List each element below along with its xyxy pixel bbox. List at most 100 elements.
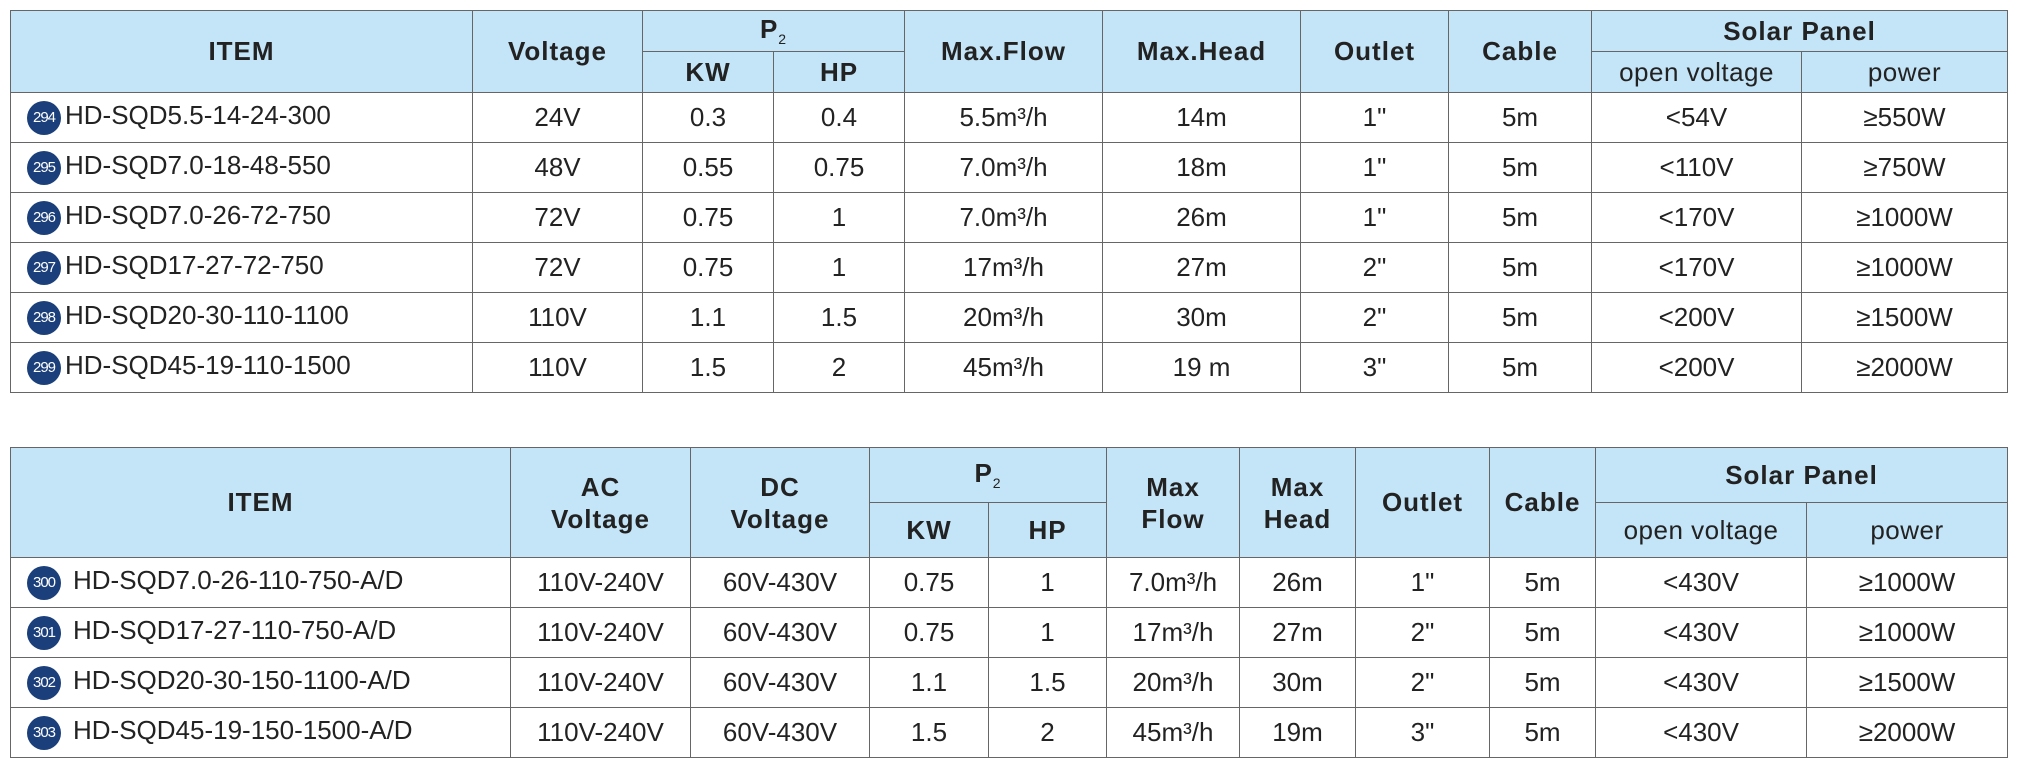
table-cell: 0.75	[642, 242, 774, 293]
table-cell: ≥1500W	[1801, 292, 2009, 343]
table-cell: <200V	[1591, 342, 1803, 393]
header-cell: Voltage	[472, 10, 643, 93]
row-badge: 298	[27, 300, 61, 335]
item-name: HD-SQD5.5-14-24-300	[65, 100, 331, 131]
row-badge: 299	[27, 350, 61, 385]
table-cell: <170V	[1591, 192, 1803, 243]
table-cell: 48V	[472, 142, 643, 193]
table-cell: 0.75	[869, 557, 989, 608]
table-cell: ≥1000W	[1801, 192, 2009, 243]
table-cell: <430V	[1595, 607, 1808, 658]
header-cell: HP	[987, 502, 1108, 558]
item-cell: 301 HD-SQD17-27-110-750-A/D	[10, 607, 511, 658]
table-cell: 17m³/h	[904, 242, 1104, 293]
item-name: HD-SQD20-30-150-1100-A/D	[73, 665, 411, 696]
table-row: 295 HD-SQD7.0-18-48-550 48V 0.55 0.75 7.0m³/h…	[10, 142, 2009, 193]
item-cell: 297 HD-SQD17-27-72-750	[10, 242, 473, 293]
table-cell: 1"	[1355, 557, 1491, 608]
item-cell: 295 HD-SQD7.0-18-48-550	[10, 142, 473, 193]
row-badge: 297	[27, 250, 61, 285]
table-cell: ≥1000W	[1801, 242, 2009, 293]
table-cell: 5m	[1448, 92, 1593, 143]
item-name: HD-SQD45-19-110-1500	[65, 350, 351, 381]
table-cell: ≥750W	[1801, 142, 2009, 193]
table-cell: 72V	[472, 192, 643, 243]
header-cell: Max.Flow	[904, 10, 1104, 93]
table-cell: 7.0m³/h	[904, 192, 1104, 243]
table-cell: 60V-430V	[690, 707, 870, 758]
table-row: 303 HD-SQD45-19-150-1500-A/D 110V-240V 60V-…	[10, 707, 2009, 758]
header-cell: ITEM	[10, 447, 511, 558]
item-cell: 300 HD-SQD7.0-26-110-750-A/D	[10, 557, 511, 608]
header-cell: power	[1801, 51, 2009, 93]
header-subscript: 2	[778, 31, 788, 48]
table-cell: ≥1000W	[1806, 607, 2009, 658]
header-cell: power	[1806, 502, 2009, 558]
table-cell: 27m	[1102, 242, 1302, 293]
table-cell: ≥2000W	[1806, 707, 2009, 758]
item-name: HD-SQD20-30-110-1100	[65, 300, 349, 331]
table-cell: 1.1	[642, 292, 774, 343]
table-row: 298 HD-SQD20-30-110-1100 110V 1.1 1.5 20m³/h 3…	[10, 292, 2009, 343]
table-cell: 45m³/h	[904, 342, 1104, 393]
row-badge: 301	[27, 615, 61, 650]
table-cell: ≥1000W	[1806, 557, 2009, 608]
table-cell: ≥2000W	[1801, 342, 2009, 393]
header-cell: open voltage	[1595, 502, 1808, 558]
item-cell: 299 HD-SQD45-19-110-1500	[10, 342, 473, 393]
table-cell: 60V-430V	[690, 657, 870, 708]
table-cell: 5m	[1489, 557, 1597, 608]
table-cell: 1.5	[987, 657, 1108, 708]
table-cell: 5.5m³/h	[904, 92, 1104, 143]
header-cell: Cable	[1489, 447, 1597, 558]
table-cell: 26m	[1102, 192, 1302, 243]
item-name: HD-SQD17-27-72-750	[65, 250, 324, 281]
table-cell: 2	[987, 707, 1108, 758]
item-name: HD-SQD7.0-26-110-750-A/D	[73, 565, 404, 596]
header-cell: KW	[642, 51, 774, 93]
item-name: HD-SQD7.0-26-72-750	[65, 200, 331, 231]
table-cell: 110V-240V	[510, 557, 691, 608]
table-cell: 1.5	[869, 707, 989, 758]
header-cell: open voltage	[1591, 51, 1803, 93]
table-cell: 60V-430V	[690, 557, 870, 608]
table-cell: 1	[772, 192, 906, 243]
table-cell: 1	[772, 242, 906, 293]
header-text: P	[759, 14, 779, 45]
row-badge: 302	[27, 665, 61, 700]
table-cell: 26m	[1239, 557, 1357, 608]
header-text: DC Voltage	[730, 471, 830, 534]
table-cell: 0.75	[869, 607, 989, 658]
table-cell: 110V	[472, 292, 643, 343]
row-badge: 294	[27, 100, 61, 135]
item-name: HD-SQD7.0-18-48-550	[65, 150, 331, 181]
header-cell: DC Voltage	[690, 447, 870, 558]
table-cell: 2	[772, 342, 906, 393]
table-cell: 1	[987, 607, 1108, 658]
table-cell: 2"	[1355, 607, 1491, 658]
table-cell: <110V	[1591, 142, 1803, 193]
header-cell: Solar Panel	[1595, 447, 2009, 503]
table-row: 302 HD-SQD20-30-150-1100-A/D 110V-240V 60V-…	[10, 657, 2009, 708]
table-cell: 30m	[1239, 657, 1357, 708]
table-cell: 7.0m³/h	[1106, 557, 1241, 608]
table-cell: 5m	[1448, 342, 1593, 393]
header-cell: ITEM	[10, 10, 473, 93]
header-cell: KW	[869, 502, 989, 558]
table-cell: 27m	[1239, 607, 1357, 658]
table-cell: 14m	[1102, 92, 1302, 143]
header-cell: P2	[641, 10, 906, 52]
table-cell: 7.0m³/h	[904, 142, 1104, 193]
table-cell: <54V	[1591, 92, 1803, 143]
table-cell: 1"	[1300, 142, 1450, 193]
table-row: 300 HD-SQD7.0-26-110-750-A/D 110V-240V 60V-…	[10, 557, 2009, 608]
table-cell: <170V	[1591, 242, 1803, 293]
table-cell: 5m	[1448, 192, 1593, 243]
table-row: 297 HD-SQD17-27-72-750 72V 0.75 1 17m³/h 27m 2"…	[10, 242, 2009, 293]
item-cell: 302 HD-SQD20-30-150-1100-A/D	[10, 657, 511, 708]
header-cell: Outlet	[1300, 10, 1450, 93]
table-cell: 0.55	[642, 142, 774, 193]
table-cell: 60V-430V	[690, 607, 870, 658]
row-badge: 296	[27, 200, 61, 235]
